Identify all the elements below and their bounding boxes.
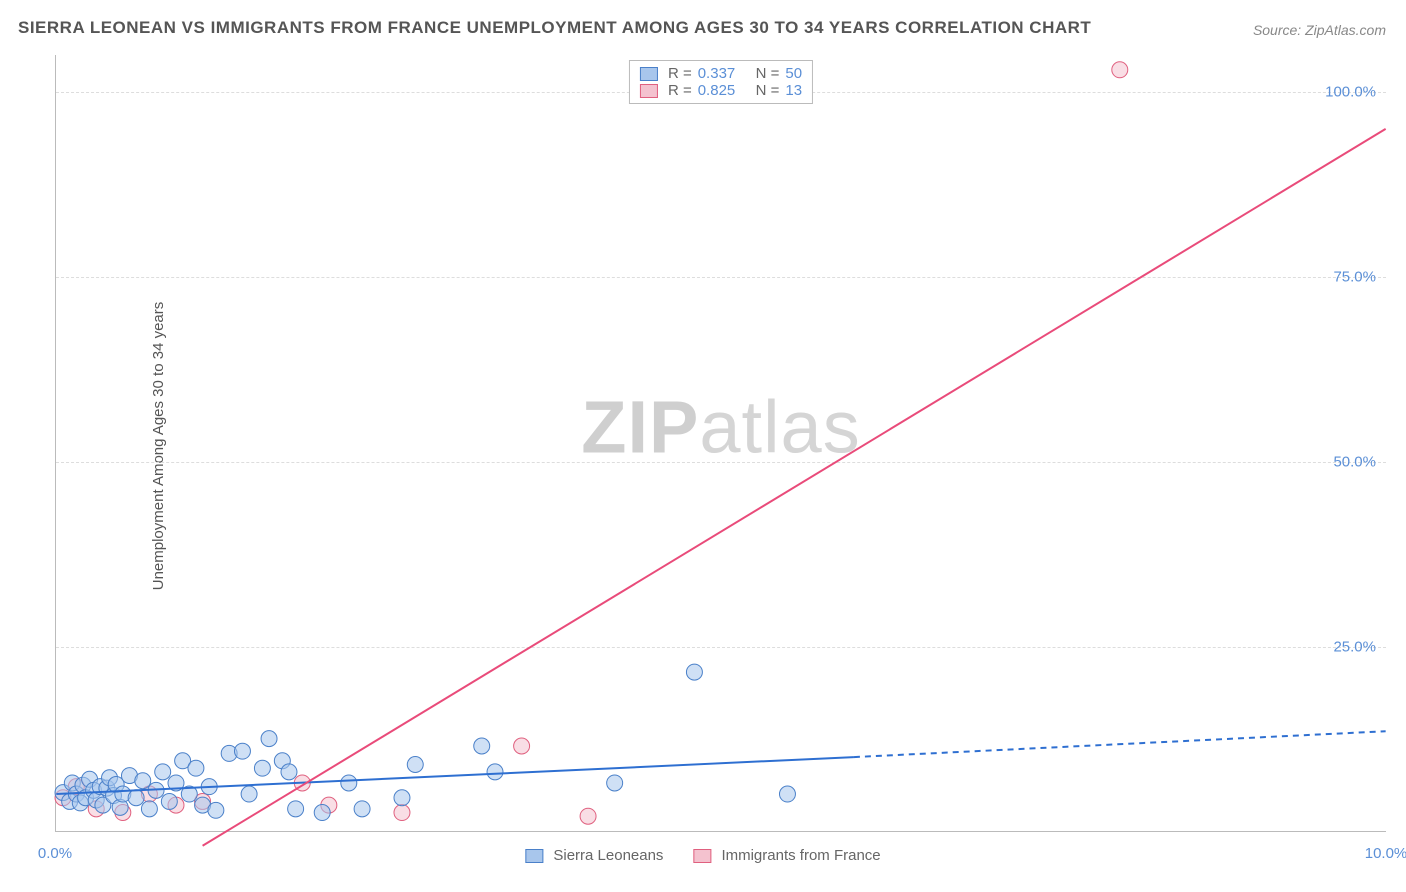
legend-item-blue: Sierra Leoneans	[525, 847, 663, 864]
source-attribution: Source: ZipAtlas.com	[1253, 22, 1386, 38]
chart-svg	[56, 55, 1386, 831]
swatch-blue-icon	[525, 849, 543, 863]
swatch-pink-icon	[693, 849, 711, 863]
legend-row-blue: R = 0.337 N = 50	[640, 65, 802, 82]
x-tick-0: 0.0%	[38, 845, 72, 862]
x-tick-1: 10.0%	[1365, 845, 1406, 862]
correlation-legend: R = 0.337 N = 50 R = 0.825 N = 13	[629, 60, 813, 104]
chart-title: SIERRA LEONEAN VS IMMIGRANTS FROM FRANCE…	[18, 18, 1091, 38]
plot-area: ZIPatlas R = 0.337 N = 50 R = 0.825 N = …	[55, 55, 1386, 832]
legend-row-pink: R = 0.825 N = 13	[640, 82, 802, 99]
series-legend: Sierra Leoneans Immigrants from France	[525, 847, 880, 864]
legend-item-pink: Immigrants from France	[693, 847, 880, 864]
swatch-blue	[640, 67, 658, 81]
swatch-pink	[640, 84, 658, 98]
